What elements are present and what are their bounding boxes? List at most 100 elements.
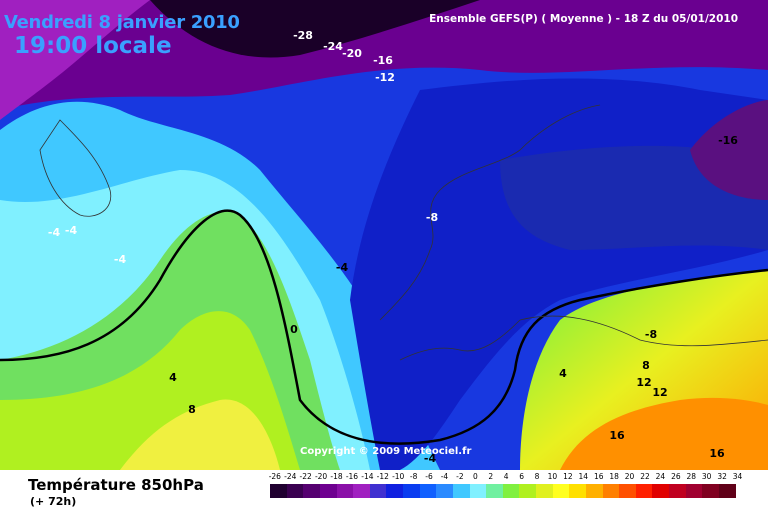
legend-tick-label: 12 xyxy=(563,472,573,481)
legend-swatch xyxy=(336,484,354,498)
isotherm-label: -28 xyxy=(293,29,313,42)
legend-tick-label: 18 xyxy=(609,472,619,481)
legend-tick-label: -6 xyxy=(425,472,433,481)
legend-swatch xyxy=(270,484,287,498)
legend-swatch xyxy=(585,484,603,498)
legend-swatch xyxy=(303,484,320,498)
legend-tick-label: -22 xyxy=(299,472,312,481)
map-date: Vendredi 8 janvier 2010 xyxy=(4,12,240,33)
variable-title: Température 850hPa xyxy=(28,476,204,494)
legend-tick-label: 34 xyxy=(732,472,743,481)
legend-tick-label: 4 xyxy=(503,472,509,481)
legend-tick-label: 32 xyxy=(717,472,727,481)
legend-tick-label: -14 xyxy=(361,472,374,481)
isotherm-label: -8 xyxy=(426,211,438,224)
legend-tick-label: 6 xyxy=(519,472,524,481)
isotherm-label: -4 xyxy=(65,224,78,237)
isotherm-label: -4 xyxy=(424,452,437,465)
isotherm-label: -8 xyxy=(645,328,657,341)
legend-tick-label: -8 xyxy=(409,472,418,481)
legend-tick-label: -20 xyxy=(314,472,328,481)
legend-swatch xyxy=(386,484,403,498)
legend-swatch xyxy=(403,484,420,498)
forecast-lead-time: (+ 72h) xyxy=(30,495,77,508)
legend-tick-label: 26 xyxy=(671,472,681,481)
legend-swatch xyxy=(619,484,636,498)
legend-swatch xyxy=(652,484,669,498)
legend-tick-label: 16 xyxy=(593,472,604,481)
legend-tick-label: 28 xyxy=(686,472,697,481)
coastline-europe xyxy=(379,104,768,361)
coastline-greenland xyxy=(39,119,112,217)
isotherm-label: 4 xyxy=(559,367,567,380)
legend-swatch xyxy=(702,484,719,498)
legend-tick-label: -12 xyxy=(376,472,389,481)
isotherm-label: 12 xyxy=(652,386,667,399)
isotherm-label: 8 xyxy=(188,403,196,416)
legend-swatch xyxy=(452,484,470,498)
legend-tick-labels: -26 -24 -22 -20 -18 -16 -14 -12 -10 -8 -6 -4 -2 0 2 4 6 8… xyxy=(268,472,752,484)
legend-swatch xyxy=(419,484,437,498)
legend-tick-label: 22 xyxy=(640,472,650,481)
legend-tick-label: 10 xyxy=(547,472,558,481)
model-run-info: Ensemble GEFS(P) ( Moyenne ) - 18 Z du 0… xyxy=(429,13,738,25)
legend-tick-label: -24 xyxy=(284,472,297,481)
legend-tick-label: 30 xyxy=(701,472,712,481)
atlantic-yellow xyxy=(120,399,280,470)
legend-swatch xyxy=(286,484,304,498)
russia-cold-region xyxy=(690,100,768,200)
legend-tick-label: 20 xyxy=(624,472,635,481)
isotherm-label: -16 xyxy=(718,134,738,147)
polar-core-region xyxy=(150,0,480,58)
legend-swatch xyxy=(469,484,487,498)
legend-tick-label: -26 xyxy=(268,472,281,481)
legend-tick-label: -18 xyxy=(330,472,343,481)
isotherm-label: -4 xyxy=(114,253,127,266)
legend-swatch xyxy=(319,484,337,498)
legend-swatch xyxy=(718,484,736,498)
legend-swatch xyxy=(602,484,620,498)
legend-tick-label: -10 xyxy=(392,472,405,481)
map-footer: Température 850hPa (+ 72h) -26 -24 -22 -20-… xyxy=(0,470,768,512)
legend-tick-label: -16 xyxy=(345,472,359,481)
isotherm-label: 16 xyxy=(609,429,625,442)
isotherm-label: 4 xyxy=(169,371,177,384)
legend-swatch xyxy=(486,484,503,498)
greenland-cold-region xyxy=(0,0,150,120)
legend-swatch xyxy=(353,484,370,498)
legend-swatch xyxy=(519,484,536,498)
legend-tick-label: 8 xyxy=(534,472,540,481)
legend-tick-label: 14 xyxy=(578,472,589,481)
isotherm-label: 8 xyxy=(642,359,650,372)
legend-swatch xyxy=(436,484,453,498)
legend-swatch xyxy=(569,484,586,498)
legend-swatch xyxy=(685,484,703,498)
legend-tick-label: 2 xyxy=(488,472,494,481)
legend-tick-label: 24 xyxy=(655,472,666,481)
map-local-time: 19:00 locale xyxy=(14,33,172,59)
copyright-notice: Copyright © 2009 Meteociel.fr xyxy=(300,446,472,457)
legend-swatch xyxy=(635,484,653,498)
legend-tick-label: -2 xyxy=(456,472,464,481)
isotherm-label: -12 xyxy=(375,71,395,84)
isotherm-label: 16 xyxy=(709,447,725,460)
color-legend xyxy=(270,484,753,498)
isotherm-label: -4 xyxy=(336,261,349,274)
isotherm-label: 12 xyxy=(636,376,651,389)
legend-tick-label: -4 xyxy=(440,472,449,481)
legend-swatch xyxy=(735,484,753,498)
legend-swatch xyxy=(369,484,387,498)
isotherm-label: -20 xyxy=(342,47,362,60)
isotherm-label: -16 xyxy=(373,54,393,67)
legend-swatch xyxy=(536,484,553,498)
isotherm-label: -4 xyxy=(48,226,61,239)
africa-orange-region xyxy=(560,397,768,470)
legend-swatch xyxy=(502,484,520,498)
isotherm-label: -24 xyxy=(323,40,343,53)
zero-isotherm xyxy=(0,209,768,445)
isotherm-label: 0 xyxy=(290,323,298,336)
legend-swatch xyxy=(669,484,686,498)
